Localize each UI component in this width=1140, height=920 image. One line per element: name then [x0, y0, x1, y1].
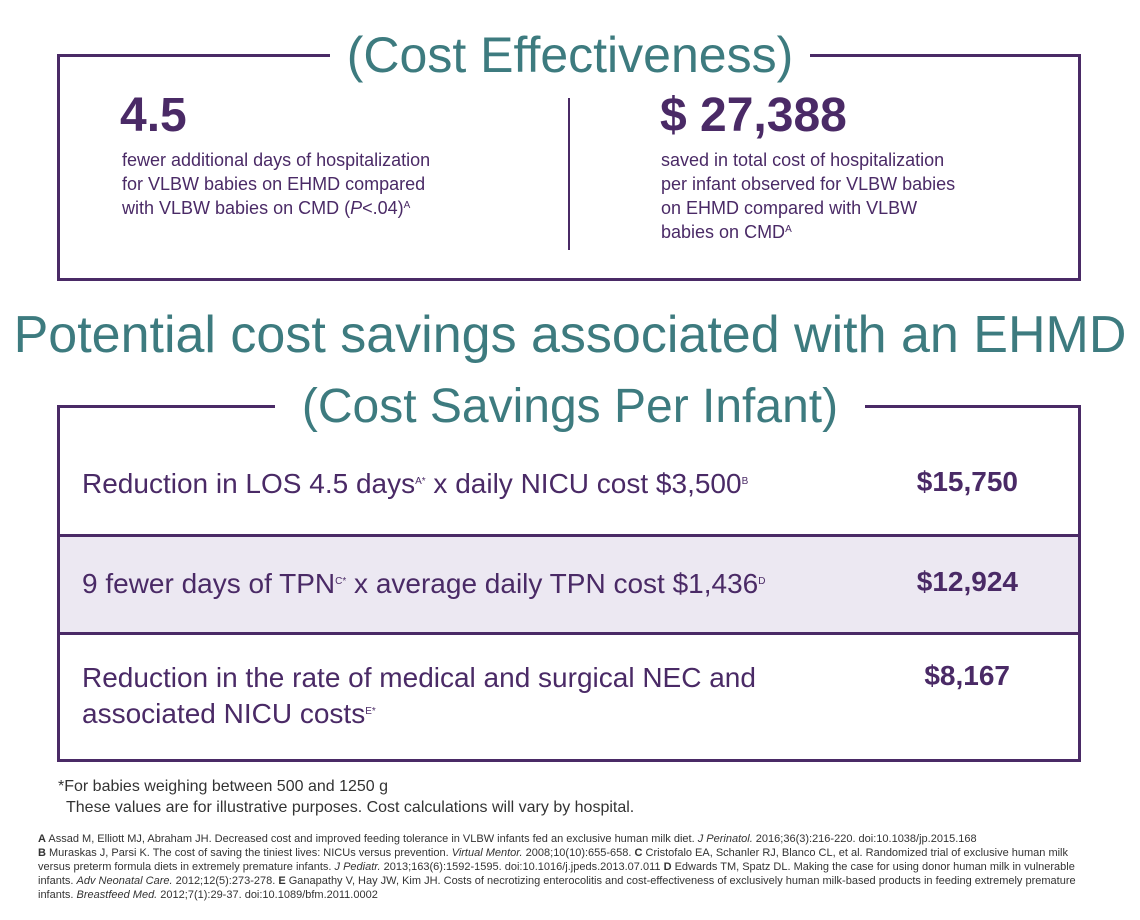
days-stat-value: 4.5	[120, 89, 187, 142]
reference-letter: A	[38, 833, 46, 845]
savings-stat-text: babies on CMD	[661, 222, 786, 242]
reference-marker: E*	[365, 706, 376, 717]
cost-savings-title: (Cost Savings Per Infant)	[275, 376, 865, 442]
days-stat-line: for VLBW babies on EHMD compared	[122, 174, 426, 194]
reference-journal: J Perinatol.	[697, 833, 753, 845]
reference-marker: B	[741, 476, 749, 487]
row-label-line: associated NICU costsE*	[82, 696, 756, 732]
row-label-text: associated NICU costs	[82, 698, 366, 729]
reference-journal: J Pediatr.	[334, 861, 381, 873]
reference-text: 2012;12(5):273-278.	[172, 875, 279, 887]
reference-marker: A	[785, 224, 792, 235]
table-row: 9 fewer days of TPNC* x average daily TP…	[60, 566, 1078, 606]
reference-text: Ganapathy V, Hay JW, Kim JH. Costs of ne…	[38, 875, 1076, 901]
row-value: $8,167	[924, 660, 1010, 691]
reference-marker: D	[758, 576, 766, 587]
cost-effectiveness-title: (Cost Effectiveness)	[330, 22, 810, 92]
row-label-text: x average daily TPN cost $1,436	[346, 568, 759, 599]
reference-c: C Cristofalo EA, Schanler RJ, Blanco CL,…	[38, 847, 1068, 873]
reference-text: 2013;163(6):1592-1595. doi:10.1016/j.jpe…	[380, 861, 664, 873]
references: A Assad M, Elliott MJ, Abraham JH. Decre…	[38, 832, 1098, 902]
table-row: Reduction in the rate of medical and sur…	[60, 660, 1078, 740]
row-label-text: 9 fewer days of TPN	[82, 568, 336, 599]
reference-text: 2012;7(1):29-37. doi:10.1089/bfm.2011.00…	[157, 889, 378, 901]
reference-journal: Breastfeed Med.	[76, 889, 158, 901]
reference-b: B Muraskas J, Parsi K. The cost of savin…	[38, 847, 635, 859]
reference-letter: E	[278, 875, 286, 887]
stat-divider	[568, 98, 570, 250]
savings-stat-line: per infant observed for VLBW babies	[661, 174, 956, 194]
reference-text: Edwards TM, Spatz DL. Making the case fo…	[38, 861, 1075, 887]
reference-letter: C	[634, 847, 643, 859]
savings-stat-line: saved in total cost of hospitalization	[661, 150, 945, 170]
row-label-text: x daily NICU cost $3,500	[425, 468, 742, 499]
savings-stat-value: $ 27,388	[660, 89, 847, 142]
reference-journal: Adv Neonatal Care.	[76, 875, 173, 887]
reference-text: 2008;10(10):655-658.	[522, 847, 635, 859]
savings-stat-line: babies on CMDA	[661, 220, 955, 244]
row-label: Reduction in the rate of medical and sur…	[82, 660, 756, 732]
reference-text: Assad M, Elliott MJ, Abraham JH. Decreas…	[45, 833, 698, 845]
reference-a: A Assad M, Elliott MJ, Abraham JH. Decre…	[38, 833, 977, 845]
reference-marker: A*	[415, 476, 426, 487]
days-stat-line: with VLBW babies on CMD (P<.04)A	[122, 196, 430, 220]
reference-d: D Edwards TM, Spatz DL. Making the case …	[38, 861, 1075, 887]
page-heading: Potential cost savings associated with a…	[13, 306, 1127, 364]
days-stat-line: fewer additional days of hospitalization	[122, 150, 431, 170]
reference-e: E Ganapathy V, Hay JW, Kim JH. Costs of …	[38, 875, 1076, 901]
savings-stat-description: saved in total cost of hospitalization p…	[661, 148, 955, 244]
row-label: 9 fewer days of TPNC* x average daily TP…	[82, 566, 765, 602]
days-stat-text: <.04)	[362, 198, 404, 218]
row-value: $12,924	[916, 566, 1018, 597]
footnote-weight: *For babies weighing between 500 and 125…	[58, 778, 389, 795]
row-label: Reduction in LOS 4.5 daysA* x daily NICU…	[82, 466, 748, 502]
row-value: $15,750	[916, 466, 1018, 497]
footnote-disclaimer: These values are for illustrative purpos…	[66, 799, 635, 816]
table-row: Reduction in LOS 4.5 daysA* x daily NICU…	[60, 466, 1078, 506]
row-label-text: Reduction in LOS 4.5 days	[82, 468, 416, 499]
days-stat-text: with VLBW babies on CMD (	[122, 198, 351, 218]
savings-stat-line: on EHMD compared with VLBW	[661, 198, 918, 218]
reference-marker: A	[403, 200, 411, 211]
row-label-line: Reduction in the rate of medical and sur…	[82, 662, 756, 693]
row-divider	[60, 632, 1078, 635]
reference-journal: Virtual Mentor.	[451, 847, 523, 859]
reference-marker: C*	[335, 576, 347, 587]
reference-letter: D	[663, 861, 672, 873]
days-stat-description: fewer additional days of hospitalization…	[122, 148, 430, 220]
row-highlight	[60, 536, 1078, 632]
reference-letter: B	[38, 847, 46, 859]
p-value-symbol: P	[350, 198, 363, 218]
reference-text: Muraskas J, Parsi K. The cost of saving …	[45, 847, 452, 859]
reference-text: 2016;36(3):216-220. doi:10.1038/jp.2015.…	[752, 833, 977, 845]
reference-text: Cristofalo EA, Schanler RJ, Blanco CL, e…	[38, 847, 1068, 873]
row-divider	[60, 534, 1078, 537]
